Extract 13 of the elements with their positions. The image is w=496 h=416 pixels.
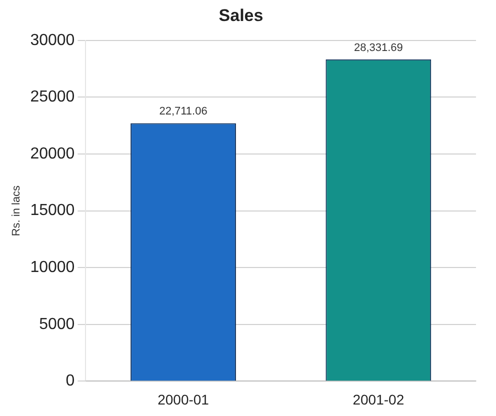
y-tick-label: 10000 <box>30 259 75 276</box>
y-tick-label: 30000 <box>30 32 75 49</box>
data-label: 28,331.69 <box>354 42 403 54</box>
x-tick-label: 2000-01 <box>158 391 210 408</box>
y-tick-label: 0 <box>66 372 75 390</box>
chart-title: Sales <box>218 6 264 25</box>
y-tick-label: 25000 <box>30 88 75 106</box>
y-tick-label: 15000 <box>30 202 75 220</box>
data-label: 22,711.06 <box>159 106 208 118</box>
y-tick-label: 5000 <box>39 316 75 333</box>
x-tick-label: 2001-02 <box>352 391 404 408</box>
y-tick-label: 20000 <box>30 145 75 162</box>
y-axis-title: Rs. in lacs <box>10 184 23 236</box>
